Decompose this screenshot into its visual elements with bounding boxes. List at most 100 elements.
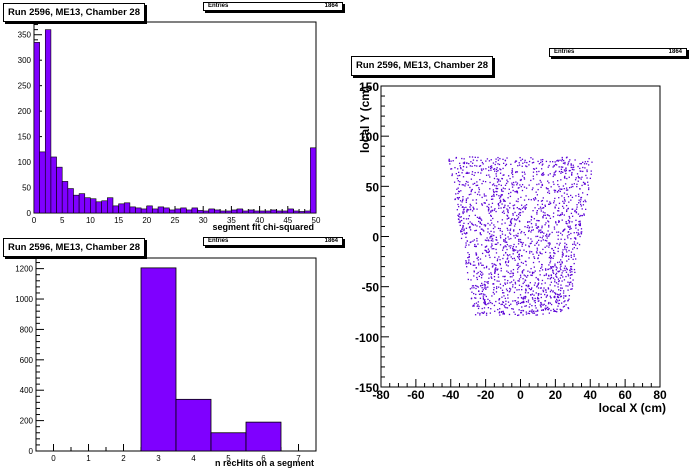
y-tick-label: -50: [362, 281, 380, 295]
scatter-point: [470, 178, 473, 180]
scatter-point: [559, 308, 561, 311]
scatter-point: [559, 190, 561, 193]
scatter-point: [540, 210, 542, 212]
scatter-point: [462, 176, 465, 178]
scatter-point: [519, 211, 522, 214]
scatter-point: [475, 297, 477, 299]
scatter-point: [473, 303, 476, 305]
scatter-point: [524, 305, 526, 307]
scatter-point: [468, 244, 470, 246]
scatter-point: [481, 182, 483, 185]
scatter-point: [557, 214, 559, 216]
scatter-point: [525, 311, 527, 313]
scatter-point: [520, 178, 522, 181]
scatter-point: [467, 252, 469, 254]
histogram-bar: [225, 210, 232, 214]
scatter-point: [575, 227, 577, 229]
scatter-point: [578, 233, 580, 235]
scatter-point: [557, 189, 560, 192]
scatter-point: [576, 206, 578, 208]
scatter-point: [530, 242, 532, 244]
scatter-point: [516, 171, 519, 173]
scatter-point: [531, 240, 533, 243]
scatter-point: [565, 172, 567, 175]
scatter-point: [458, 213, 461, 215]
scatter-point: [537, 239, 540, 241]
x-tick-label: 80: [653, 388, 667, 402]
y-tick-label: 350: [18, 31, 32, 40]
scatter-point: [535, 310, 537, 313]
scatter-point: [579, 188, 581, 190]
scatter-point: [540, 181, 542, 183]
scatter-point: [469, 288, 472, 290]
scatter-point: [576, 183, 578, 185]
scatter-point: [490, 235, 492, 237]
scatter-point: [510, 191, 512, 194]
scatter-point: [517, 232, 519, 235]
scatter-point: [485, 250, 488, 252]
scatter-point: [565, 189, 568, 191]
chi2-x-axis-label: segment fit chi-squared: [212, 222, 314, 232]
scatter-point: [513, 291, 516, 294]
histogram-bar: [219, 210, 227, 214]
scatter-point: [562, 162, 565, 164]
scatter-point: [546, 214, 549, 216]
scatter-point: [550, 186, 552, 188]
scatter-point: [487, 307, 490, 309]
scatter-point: [541, 203, 544, 205]
scatter-point: [557, 296, 559, 298]
scatter-point: [512, 176, 514, 178]
scatter-point: [478, 275, 481, 278]
scatter-point: [504, 251, 507, 254]
scatter-point: [525, 289, 527, 291]
scatter-point: [479, 258, 482, 260]
scatter-point: [559, 267, 562, 269]
scatter-point: [476, 159, 478, 162]
scatter-point: [587, 181, 589, 183]
scatter-point: [505, 163, 508, 166]
scatter-point: [470, 263, 472, 265]
scatter-point: [537, 294, 540, 296]
scatter-point: [529, 271, 531, 273]
scatter-point: [467, 256, 469, 259]
histogram-bar: [175, 398, 212, 452]
scatter-point: [567, 300, 569, 302]
scatter-point: [550, 297, 552, 299]
scatter-point: [526, 165, 528, 168]
scatter-point: [506, 258, 508, 260]
scatter-point: [503, 312, 505, 315]
scatter-point: [555, 273, 557, 276]
scatter-point: [477, 312, 479, 314]
scatter-point: [499, 244, 502, 246]
scatter-point: [557, 238, 559, 240]
scatter-point: [580, 163, 582, 165]
scatter-point: [536, 247, 538, 249]
scatter-point: [517, 280, 519, 282]
scatter-point: [548, 234, 551, 236]
scatter-point: [477, 243, 479, 245]
scatter-point: [481, 274, 483, 277]
scatter-point: [579, 167, 581, 170]
scatter-point: [565, 169, 567, 172]
scatter-point: [572, 166, 574, 169]
scatter-point: [561, 158, 563, 161]
scatter-point: [515, 191, 517, 193]
scatter-point: [498, 197, 501, 199]
scatter-point: [488, 250, 490, 253]
scatter-point: [475, 229, 477, 232]
scatter-point: [458, 221, 460, 224]
scatter-point: [547, 191, 549, 194]
scatter-point: [552, 257, 554, 259]
scatter-point: [549, 201, 551, 203]
scatter-point: [531, 162, 534, 164]
scatter-point: [469, 165, 472, 167]
scatter-point: [570, 194, 572, 197]
scatter-point: [453, 181, 456, 183]
scatter-point: [536, 209, 538, 212]
scatter-point: [541, 227, 543, 229]
scatter-point: [491, 184, 494, 186]
scatter-point: [568, 233, 570, 236]
scatter-point: [525, 313, 528, 315]
scatter-point: [490, 215, 492, 217]
scatter-point: [511, 186, 514, 188]
